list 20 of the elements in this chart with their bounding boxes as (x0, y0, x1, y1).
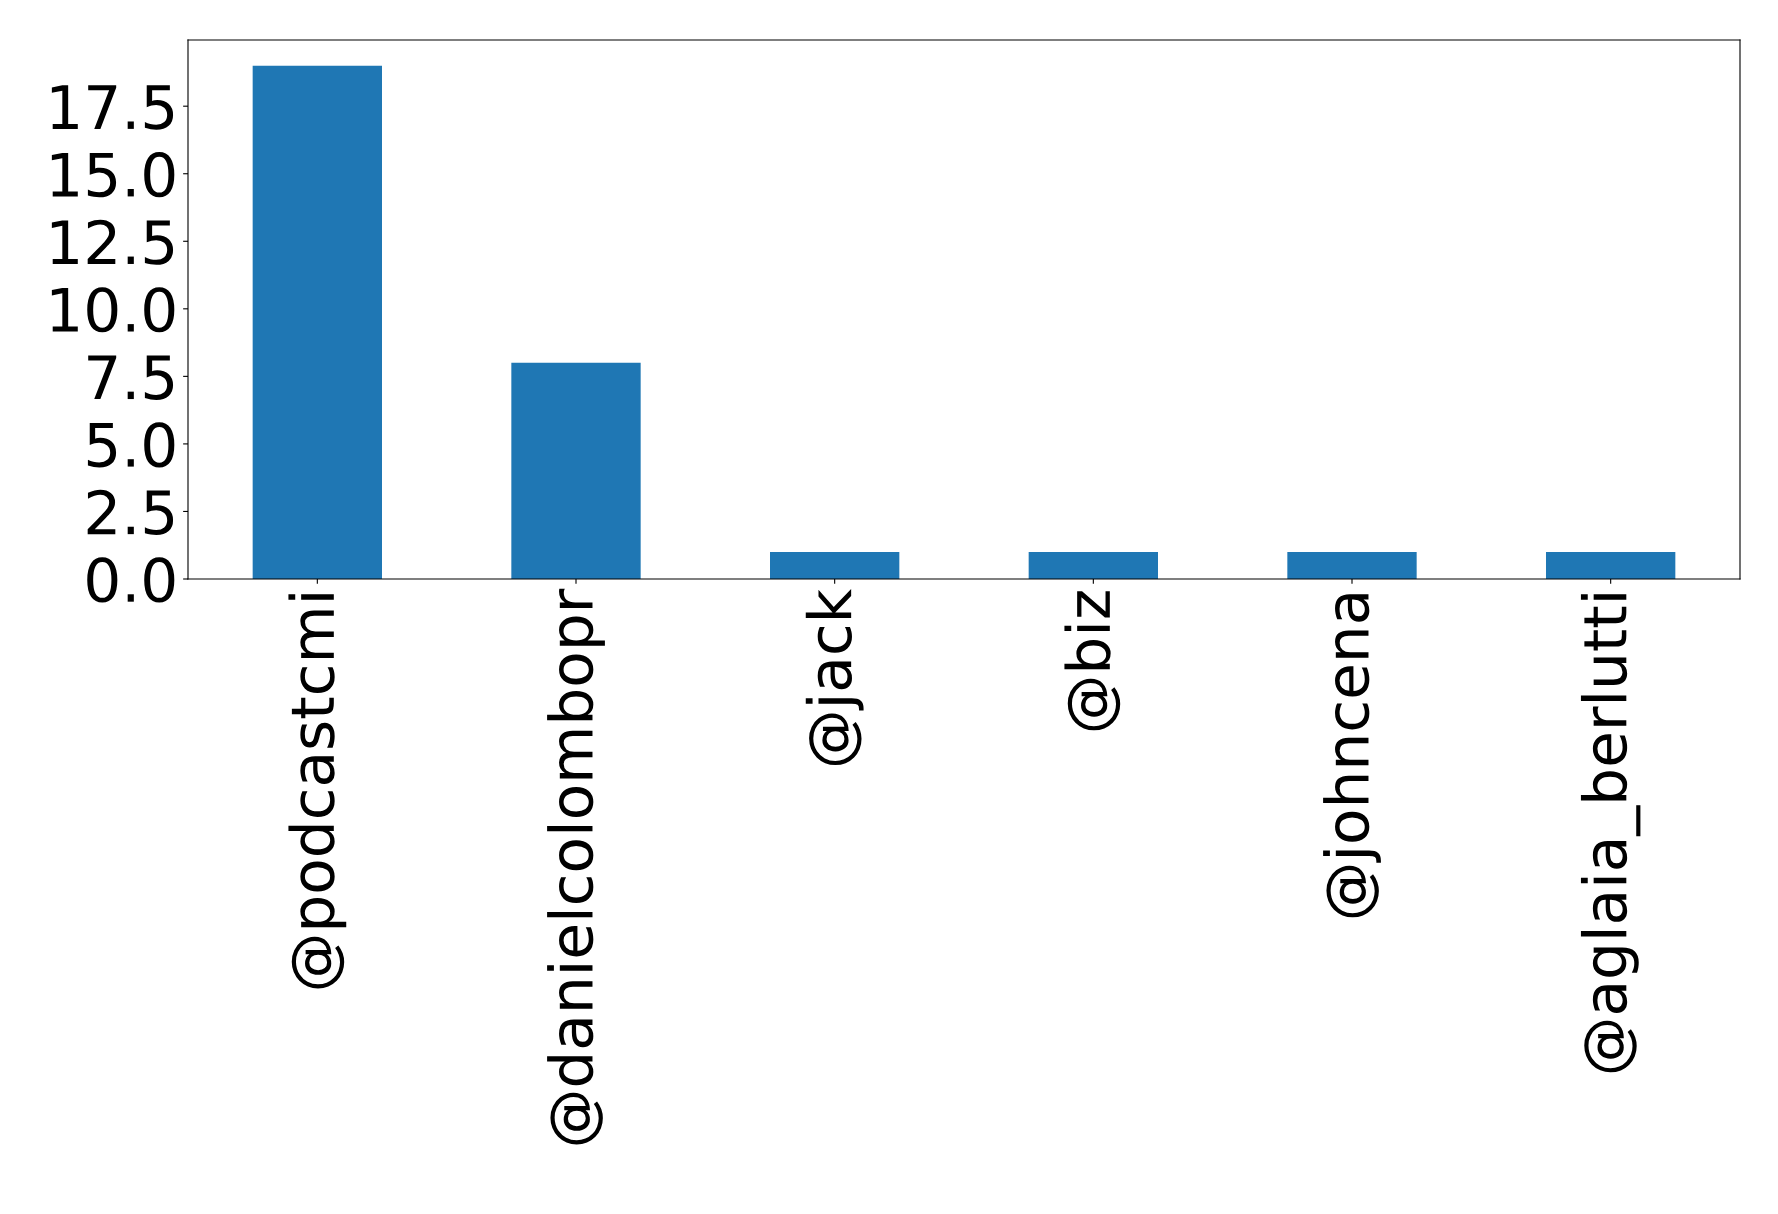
bar (1028, 551, 1158, 579)
y-tick-label: 12.5 (51, 219, 174, 265)
y-tick-label: 15.0 (51, 152, 175, 198)
x-tick-label: @jack (805, 588, 864, 766)
y-tick-label: 7.5 (88, 355, 174, 400)
bar (770, 551, 900, 579)
y-tick-label: 5.0 (87, 422, 175, 468)
x-tick-label: @aglaia_berlutti (1580, 594, 1641, 1073)
y-tick-label: 17.5 (51, 85, 174, 130)
x-tick-label: @johncena (1323, 594, 1381, 918)
y-tick-label: 10.0 (51, 287, 175, 333)
bar (252, 65, 382, 579)
y-tick-label: 0.0 (87, 557, 175, 603)
bar (1287, 551, 1417, 579)
bar (1546, 551, 1676, 579)
y-tick-label: 2.5 (87, 489, 174, 535)
bar (511, 362, 641, 579)
x-tick-label: @biz (1064, 591, 1121, 731)
x-tick-label: @danielcolombopr (547, 588, 605, 1145)
x-tick-label: @podcastcmi (288, 594, 347, 989)
